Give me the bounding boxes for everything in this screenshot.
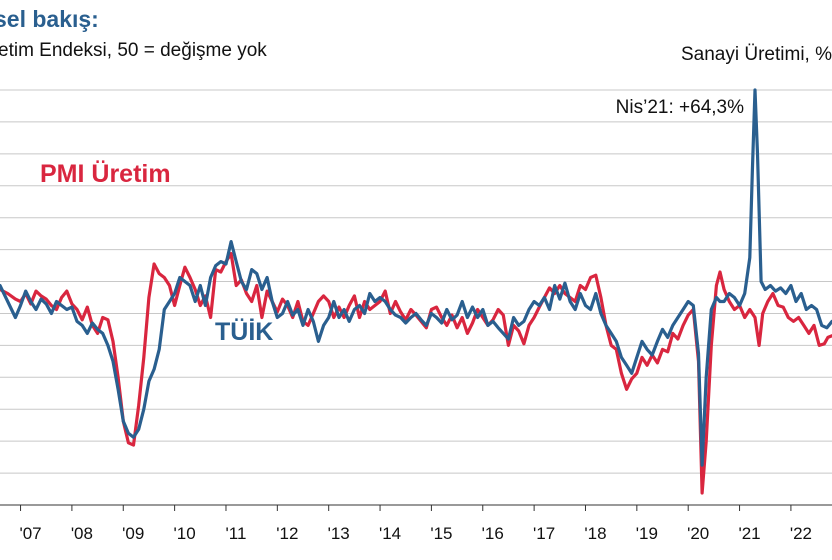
x-tick-label: '19 [636, 524, 658, 543]
peak-annotation: Nis’21: +64,3% [616, 97, 744, 118]
x-tick-label: '14 [379, 524, 401, 543]
x-tick-label: '12 [276, 524, 298, 543]
x-tick-label: '09 [122, 524, 144, 543]
x-tick-label: '08 [71, 524, 93, 543]
series-label-pmi: PMI Üretim [40, 159, 171, 188]
x-axis-ticks: '07 '08 '09 '10 '11 '12 '13 '14 '15 '16 '17 '18 '19 '… [19, 505, 812, 543]
x-tick-label: '17 [533, 524, 555, 543]
x-tick-label: '18 [584, 524, 606, 543]
x-tick-label: '13 [328, 524, 350, 543]
chart-subtitle: etim Endeksi, 50 = değişme yok [0, 40, 267, 61]
series-label-tuik: TÜİK [215, 317, 273, 346]
x-tick-label: '10 [174, 524, 196, 543]
series-line-tuik [0, 88, 832, 467]
chart-title: sel bakış: [0, 6, 99, 32]
x-tick-label: '22 [790, 524, 812, 543]
x-tick-label: '16 [482, 524, 504, 543]
x-tick-label: '21 [738, 524, 760, 543]
x-tick-label: '20 [687, 524, 709, 543]
x-tick-label: '15 [430, 524, 452, 543]
x-tick-label: '07 [19, 524, 41, 543]
right-axis-label: Sanayi Üretimi, % [681, 44, 832, 65]
x-tick-label: '11 [226, 524, 247, 543]
